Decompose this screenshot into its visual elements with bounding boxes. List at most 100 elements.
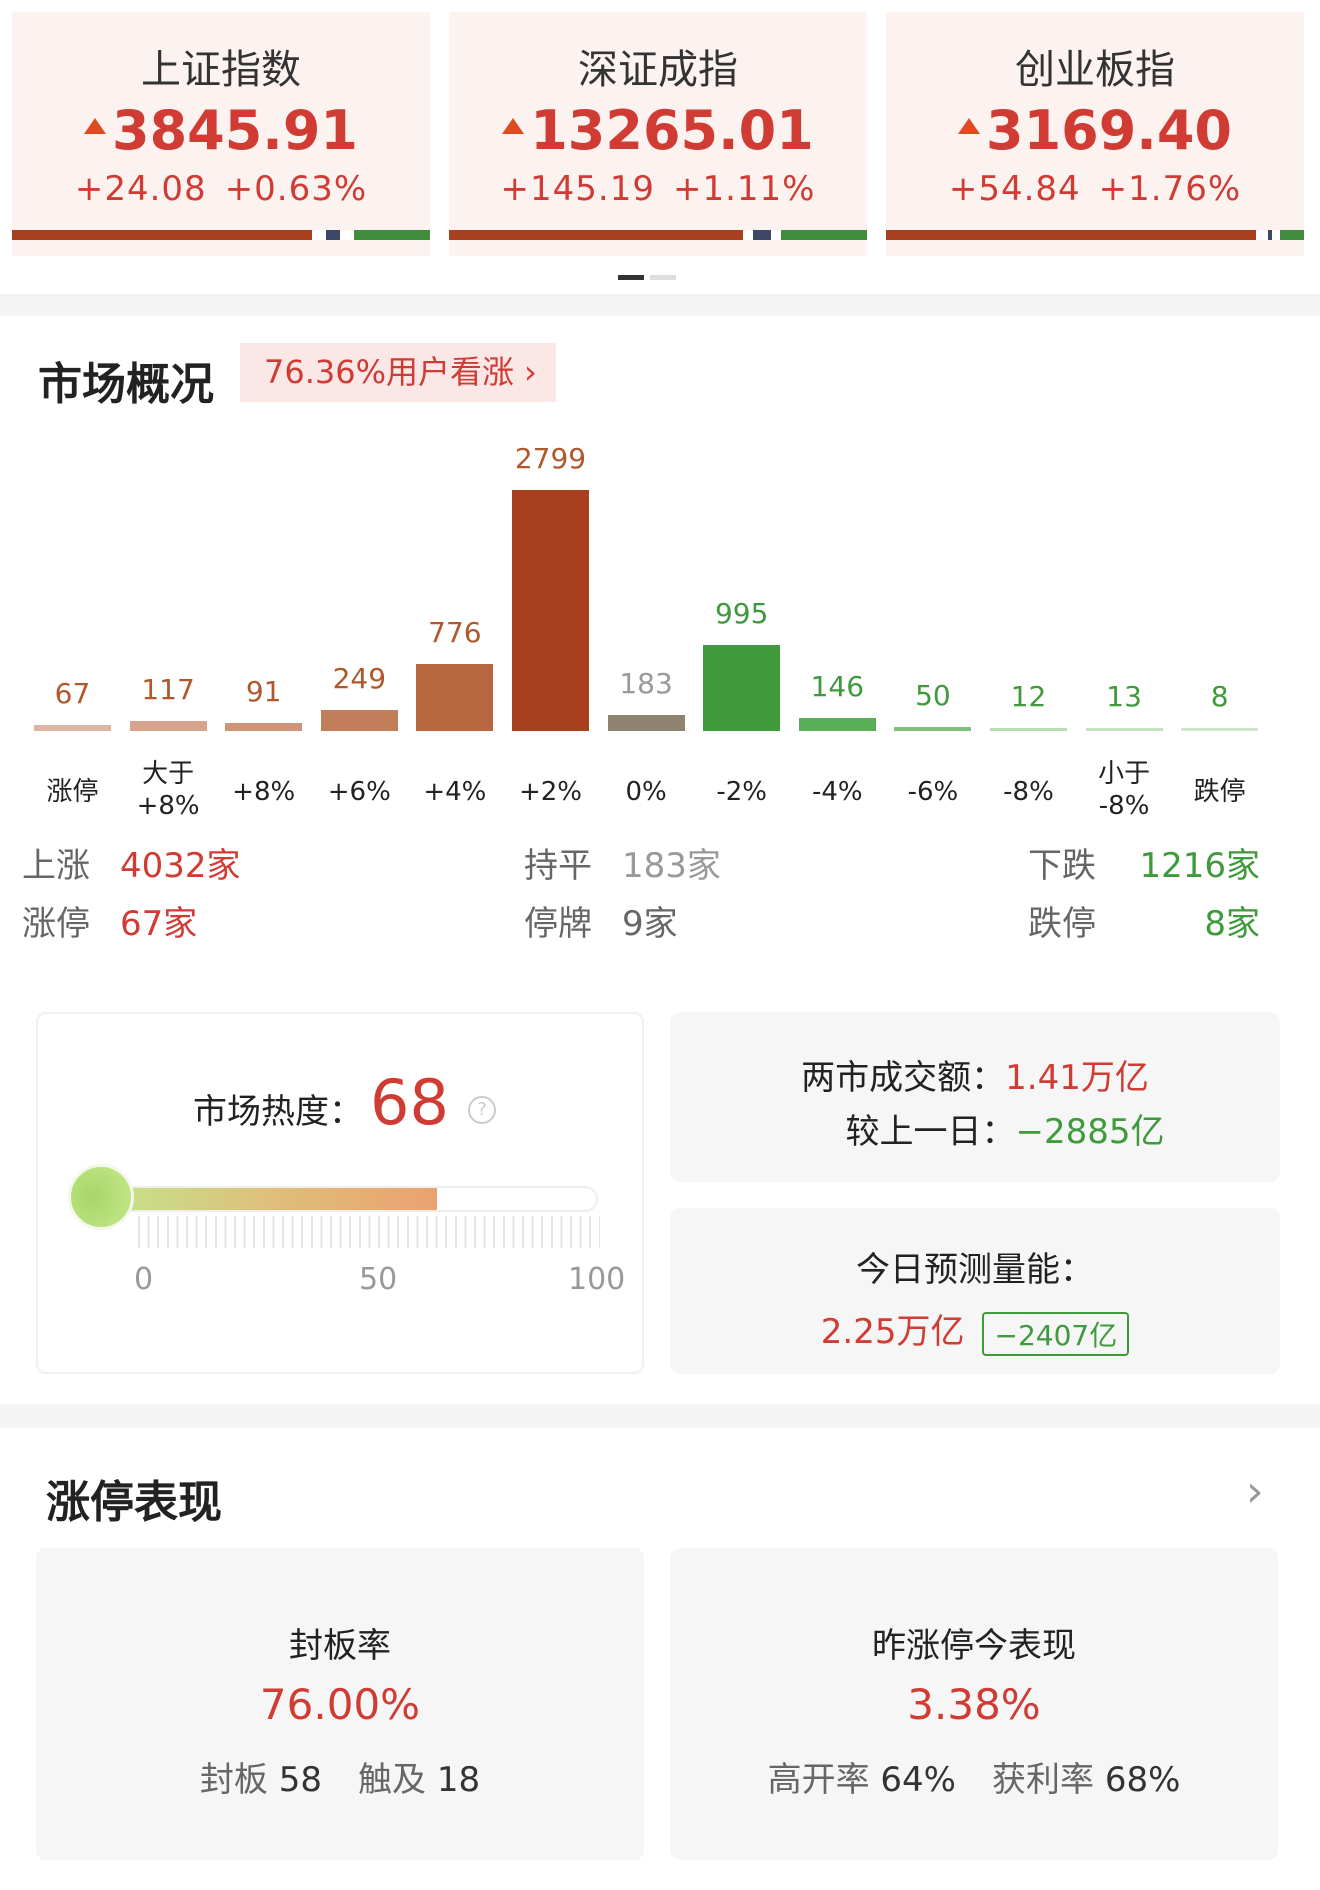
category-label: 大于 +8%	[136, 759, 200, 821]
bar	[607, 715, 685, 731]
bar	[512, 490, 589, 731]
bar-value-label: 249	[332, 661, 387, 695]
index-price: 3169.40	[986, 99, 1232, 162]
bar-value-label: 13	[1106, 680, 1142, 713]
bar-value-label: 117	[141, 672, 195, 706]
section-title: 市场概况	[38, 359, 214, 410]
profit-label: 获利率	[992, 1760, 1094, 1800]
bar-value-label: 995	[714, 597, 769, 631]
limit-up-value: 67家	[120, 904, 198, 944]
tick-label: 0	[134, 1262, 154, 1297]
breadth-bar	[449, 230, 867, 240]
up-arrow-icon	[502, 118, 525, 135]
compare-value: −2885亿	[1015, 1112, 1165, 1152]
index-change: +54.84	[948, 169, 1081, 209]
suspended-value: 9家	[622, 904, 678, 944]
flat-label: 持平	[524, 846, 592, 886]
bar-value-label: 183	[619, 667, 673, 701]
card-title: 封板率	[289, 1626, 391, 1666]
heat-fill	[100, 1188, 438, 1210]
seal-value: 58	[278, 1760, 322, 1800]
card-value: 3.38%	[907, 1680, 1041, 1729]
carousel-dots[interactable]	[618, 275, 676, 280]
index-card-cyb[interactable]: 创业板指 3169.40 +54.84 +1.76%	[886, 12, 1304, 256]
bar	[798, 718, 876, 731]
index-change: +24.08	[74, 169, 207, 209]
flat-value: 183家	[622, 846, 721, 886]
category-label: +6%	[327, 777, 391, 807]
heat-value: 68	[370, 1066, 449, 1139]
index-pct: +1.76%	[1098, 169, 1242, 209]
bar-value-label: 12	[1010, 680, 1047, 713]
category-label: +8%	[232, 777, 296, 807]
index-card-sz[interactable]: 深证成指 13265.01 +145.19 +1.11%	[449, 12, 867, 256]
divider	[0, 294, 1320, 316]
bar	[1181, 728, 1259, 731]
heat-ticks	[138, 1216, 600, 1248]
bar-value-label: 50	[915, 678, 951, 712]
limit-down-label: 跌停	[1028, 904, 1096, 944]
category-label: +2%	[518, 777, 583, 807]
bar	[129, 720, 207, 731]
profit-value: 68%	[1104, 1760, 1181, 1800]
index-name: 上证指数	[141, 47, 301, 93]
heat-card: 市场热度： 68 ? 0 50 100	[36, 1012, 644, 1374]
forecast-value: 2.25万亿	[820, 1312, 965, 1352]
bar	[1085, 728, 1163, 731]
up-arrow-icon	[84, 118, 107, 135]
forecast-diff: −2407亿	[982, 1311, 1130, 1356]
chevron-right-icon[interactable]: ›	[1246, 1466, 1264, 1517]
touch-label: 触及	[358, 1760, 426, 1800]
bar	[225, 723, 303, 731]
touch-value: 18	[436, 1760, 481, 1800]
bar	[990, 728, 1067, 731]
category-label: -8%	[1003, 777, 1054, 807]
bar	[34, 725, 111, 731]
index-name: 深证成指	[578, 47, 738, 93]
turnover-value: 1.41万亿	[1005, 1058, 1149, 1098]
category-label: 小于 -8%	[1098, 759, 1151, 821]
sentiment-badge[interactable]: 76.36%用户看涨 ›	[240, 343, 556, 402]
category-label: 0%	[625, 777, 667, 807]
chevron-right-icon: ›	[524, 353, 537, 391]
category-label: -6%	[907, 777, 959, 807]
up-label: 上涨	[22, 846, 90, 886]
category-label: 跌停	[1193, 777, 1246, 807]
index-pct: +0.63%	[224, 169, 368, 209]
index-change: +145.19	[500, 169, 655, 209]
up-value: 4032家	[120, 846, 241, 886]
high-open-value: 64%	[880, 1760, 956, 1800]
category-label: -4%	[811, 777, 863, 807]
suspended-label: 停牌	[524, 904, 592, 944]
down-label: 下跌	[1028, 846, 1096, 886]
breadth-bar	[886, 230, 1304, 240]
divider	[0, 1404, 1320, 1428]
bar-value-label: 91	[245, 675, 282, 709]
high-open-label: 高开率	[767, 1760, 870, 1800]
card-value: 76.00%	[259, 1680, 421, 1729]
heat-label: 市场热度：	[193, 1092, 363, 1132]
heat-track	[98, 1186, 598, 1212]
seal-rate-card[interactable]: 封板率 76.00% 封板 58 触及 18	[36, 1548, 644, 1860]
index-price: 3845.91	[112, 99, 358, 162]
category-label: -2%	[716, 777, 767, 807]
tick-label: 100	[568, 1262, 626, 1297]
index-card-sh[interactable]: 上证指数 3845.91 +24.08 +0.63%	[12, 12, 430, 256]
help-icon[interactable]: ?	[468, 1096, 496, 1124]
bar-value-label: 8	[1210, 680, 1229, 713]
heat-bulb	[68, 1164, 134, 1230]
limit-up-label: 涨停	[22, 904, 90, 944]
bar	[320, 709, 398, 731]
bar-value-label: 146	[810, 670, 865, 704]
category-label: 涨停	[46, 777, 99, 807]
index-name: 创业板指	[1015, 47, 1175, 93]
bar	[894, 726, 972, 731]
up-arrow-icon	[958, 118, 981, 135]
seal-label: 封板	[199, 1760, 268, 1800]
tick-label: 50	[359, 1262, 398, 1297]
yesterday-card[interactable]: 昨涨停今表现 3.38% 高开率 64% 获利率 68%	[670, 1548, 1278, 1860]
forecast-card: 今日预测量能： 2.25万亿 −2407亿	[670, 1208, 1280, 1374]
compare-label: 较上一日：	[845, 1112, 1016, 1152]
index-price: 13265.01	[530, 99, 814, 162]
index-pct: +1.11%	[672, 169, 816, 209]
